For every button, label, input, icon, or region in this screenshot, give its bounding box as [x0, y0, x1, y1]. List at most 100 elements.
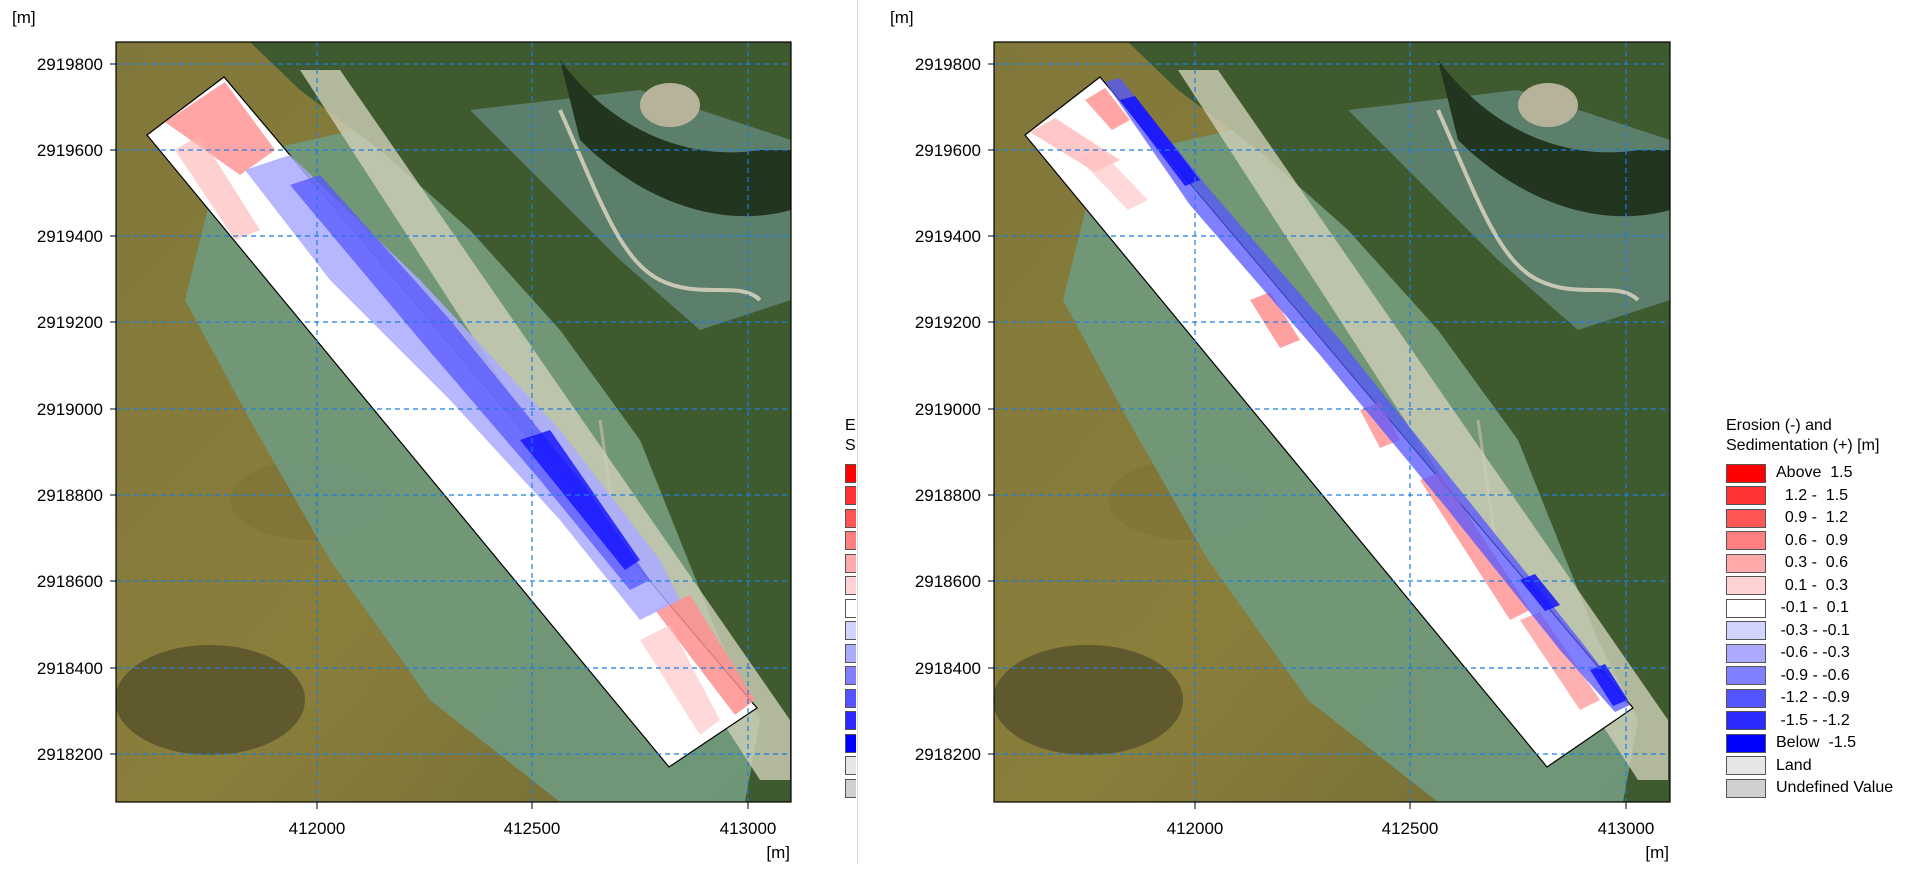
legend-rows: Above 1.5 1.2 - 1.5 0.9 - 1.2 0.6 - 0.9 … — [845, 462, 856, 800]
x-tick-label: 412500 — [1382, 819, 1439, 838]
legend-swatch — [845, 621, 856, 641]
grid-lines — [116, 42, 791, 802]
legend-left-clipped: Erosion (-) and Sedimentation (+) [m] Abo… — [845, 416, 856, 806]
legend-item: 0.3 - 0.6 — [845, 552, 856, 575]
y-tick-label: 2919800 — [915, 55, 981, 74]
legend-swatch — [845, 756, 856, 776]
legend-swatch — [1726, 598, 1766, 618]
legend-swatch — [1726, 688, 1766, 708]
map-panel-left: [m] 2919800 2919600 2919400 2919200 2919… — [0, 0, 856, 864]
legend-label: -0.1 - 0.1 — [1776, 599, 1849, 617]
map-plot-right: [m] 2919800 2919600 2919400 2919200 2919… — [890, 8, 1671, 862]
legend-swatch — [845, 598, 856, 618]
legend-swatch — [845, 553, 856, 573]
legend-item: -1.2 - -0.9 — [1726, 687, 1893, 710]
y-tick-label: 2918200 — [915, 745, 981, 764]
grid-lines — [994, 42, 1670, 802]
y-unit-label: [m] — [12, 8, 36, 27]
legend-swatch — [1726, 553, 1766, 573]
legend-swatch — [1726, 778, 1766, 798]
legend-item: -0.3 - -0.1 — [845, 620, 856, 643]
legend-label: Below -1.5 — [1776, 734, 1857, 752]
legend-item: 0.1 - 0.3 — [1726, 575, 1893, 598]
legend-label: 0.6 - 0.9 — [1776, 531, 1849, 549]
legend-title-line2: Sedimentation (+) [m] — [845, 437, 856, 454]
y-tick-label: 2919200 — [915, 313, 981, 332]
x-tick-label: 412000 — [1167, 819, 1224, 838]
legend-label: Undefined Value — [1776, 779, 1894, 797]
y-tick-label: 2918600 — [915, 572, 981, 591]
legend-swatch — [1726, 666, 1766, 686]
x-tick-label: 412000 — [289, 819, 346, 838]
panel-divider — [857, 0, 858, 864]
legend-item: -0.3 - -0.1 — [1726, 620, 1893, 643]
legend-swatch — [1726, 463, 1766, 483]
legend-swatch — [845, 508, 856, 528]
y-tick-label: 2918200 — [37, 745, 103, 764]
legend-title-line2: Sedimentation (+) [m] — [1726, 437, 1880, 454]
y-tick-label: 2919000 — [915, 400, 981, 419]
legend-item: 0.1 - 0.3 — [845, 575, 856, 598]
y-tick-label: 2918400 — [915, 659, 981, 678]
legend-label: -1.2 - -0.9 — [1776, 689, 1850, 707]
y-tick-label: 2919400 — [915, 227, 981, 246]
y-tick-label: 2919800 — [37, 55, 103, 74]
y-tick-label: 2918400 — [37, 659, 103, 678]
legend-swatch — [845, 463, 856, 483]
legend-item: -0.1 - 0.1 — [845, 597, 856, 620]
legend-swatch — [845, 486, 856, 506]
legend-item: -0.6 - -0.3 — [845, 642, 856, 665]
legend-item: 0.6 - 0.9 — [1726, 530, 1893, 553]
legend-swatch — [1726, 531, 1766, 551]
y-tick-label: 2918800 — [37, 486, 103, 505]
x-unit-label: [m] — [766, 843, 790, 862]
legend-swatch — [1726, 733, 1766, 753]
legend-swatch — [1726, 756, 1766, 776]
legend-swatch — [845, 711, 856, 731]
y-tick-label: 2919200 — [37, 313, 103, 332]
legend-label: 0.1 - 0.3 — [1776, 576, 1849, 594]
legend-title-line1: Erosion (-) and — [1726, 417, 1832, 434]
legend-swatch — [1726, 643, 1766, 663]
legend-item: 0.6 - 0.9 — [845, 530, 856, 553]
legend-label: Land — [1776, 756, 1812, 774]
legend: Erosion (-) and Sedimentation (+) [m] Ab… — [1726, 416, 1893, 800]
legend-label: -1.5 - -1.2 — [1776, 711, 1850, 729]
legend-swatch — [1726, 486, 1766, 506]
aerial-background — [116, 42, 791, 802]
map-panel-right: [m] 2919800 2919600 2919400 2919200 2919… — [880, 0, 1924, 864]
x-unit-label: [m] — [1645, 843, 1669, 862]
legend-item: Undefined Value — [845, 777, 856, 800]
legend-label: 0.9 - 1.2 — [1776, 509, 1849, 527]
legend-swatch — [845, 643, 856, 663]
y-tick-label: 2919400 — [37, 227, 103, 246]
legend-item: -0.9 - -0.6 — [1726, 665, 1893, 688]
y-tick-label: 2919600 — [37, 141, 103, 160]
legend-swatch — [1726, 711, 1766, 731]
legend-item: -0.9 - -0.6 — [845, 665, 856, 688]
legend-label: -0.3 - -0.1 — [1776, 621, 1850, 639]
legend-item: -0.1 - 0.1 — [1726, 597, 1893, 620]
legend-label: -0.9 - -0.6 — [1776, 666, 1850, 684]
aerial-background — [994, 42, 1670, 802]
legend-item: Above 1.5 — [1726, 462, 1893, 485]
legend-swatch — [845, 666, 856, 686]
legend-swatch — [845, 531, 856, 551]
legend-item: 0.9 - 1.2 — [845, 507, 856, 530]
legend-swatch — [1726, 621, 1766, 641]
legend-item: Land — [1726, 755, 1893, 778]
legend-swatch — [845, 733, 856, 753]
legend-label: 1.2 - 1.5 — [1776, 486, 1849, 504]
legend-label: 0.3 - 0.6 — [1776, 554, 1849, 572]
legend-rows: Above 1.5 1.2 - 1.5 0.9 - 1.2 0.6 - 0.9 … — [1726, 462, 1893, 800]
legend-item: Land — [845, 755, 856, 778]
legend-item: -1.2 - -0.9 — [845, 687, 856, 710]
y-tick-label: 2919000 — [37, 400, 103, 419]
legend-swatch — [845, 778, 856, 798]
y-tick-label: 2918600 — [37, 572, 103, 591]
x-tick-label: 413000 — [720, 819, 777, 838]
legend-item: Below -1.5 — [1726, 732, 1893, 755]
y-tick-label: 2919600 — [915, 141, 981, 160]
legend-item: Undefined Value — [1726, 777, 1893, 800]
legend-item: 0.9 - 1.2 — [1726, 507, 1893, 530]
